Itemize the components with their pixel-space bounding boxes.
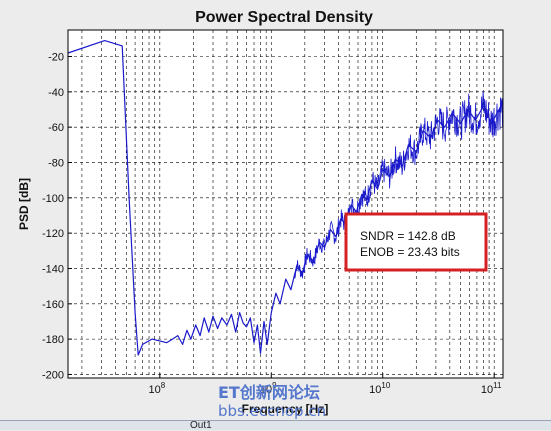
y-tick-label: -200: [42, 369, 64, 381]
chart-title: Power Spectral Density: [195, 9, 373, 26]
watermark-line2: bbs.eccnop.cn: [218, 402, 326, 420]
plot-area: [68, 30, 503, 378]
y-tick-label: -120: [42, 228, 64, 240]
psd-noise-band: [293, 89, 504, 279]
y-tick-label: -160: [42, 299, 64, 311]
series-group: [67, 40, 504, 356]
y-axis-label: PSD [dB]: [17, 178, 31, 230]
y-tick-label: -100: [42, 193, 64, 205]
y-tick-labels: -20 -40 -60 -80 -100 -120 -140 -160 -180 -200: [42, 51, 64, 381]
x-tick-labels: 108 109 1010 1011: [148, 381, 502, 396]
plot-frame: [67, 29, 504, 379]
watermark-line1: ET创新网论坛: [218, 383, 320, 402]
x-axis-label: Frequency [Hz]: [242, 402, 329, 416]
bottom-tab[interactable]: Out1: [190, 420, 212, 431]
x-tick-label: 108: [148, 381, 165, 396]
bottom-bar: [0, 420, 551, 430]
annotation-border: [344, 212, 488, 272]
x-tick-label: 1010: [369, 381, 391, 396]
y-tick-label: -180: [42, 334, 64, 346]
gridlines: [68, 30, 503, 378]
y-tick-label: -140: [42, 263, 64, 275]
annotation-enob: ENOB = 23.43 bits: [360, 245, 460, 259]
x-tick-label: 1011: [481, 381, 502, 396]
y-tick-label: -60: [48, 122, 64, 134]
annotation-sndr: SNDR = 142.8 dB: [360, 229, 456, 243]
y-tick-label: -80: [48, 157, 64, 169]
y-tick-label: -20: [48, 51, 64, 63]
y-tick-label: -40: [48, 87, 64, 99]
annotation-box: SNDR = 142.8 dB ENOB = 23.43 bits: [344, 212, 488, 272]
